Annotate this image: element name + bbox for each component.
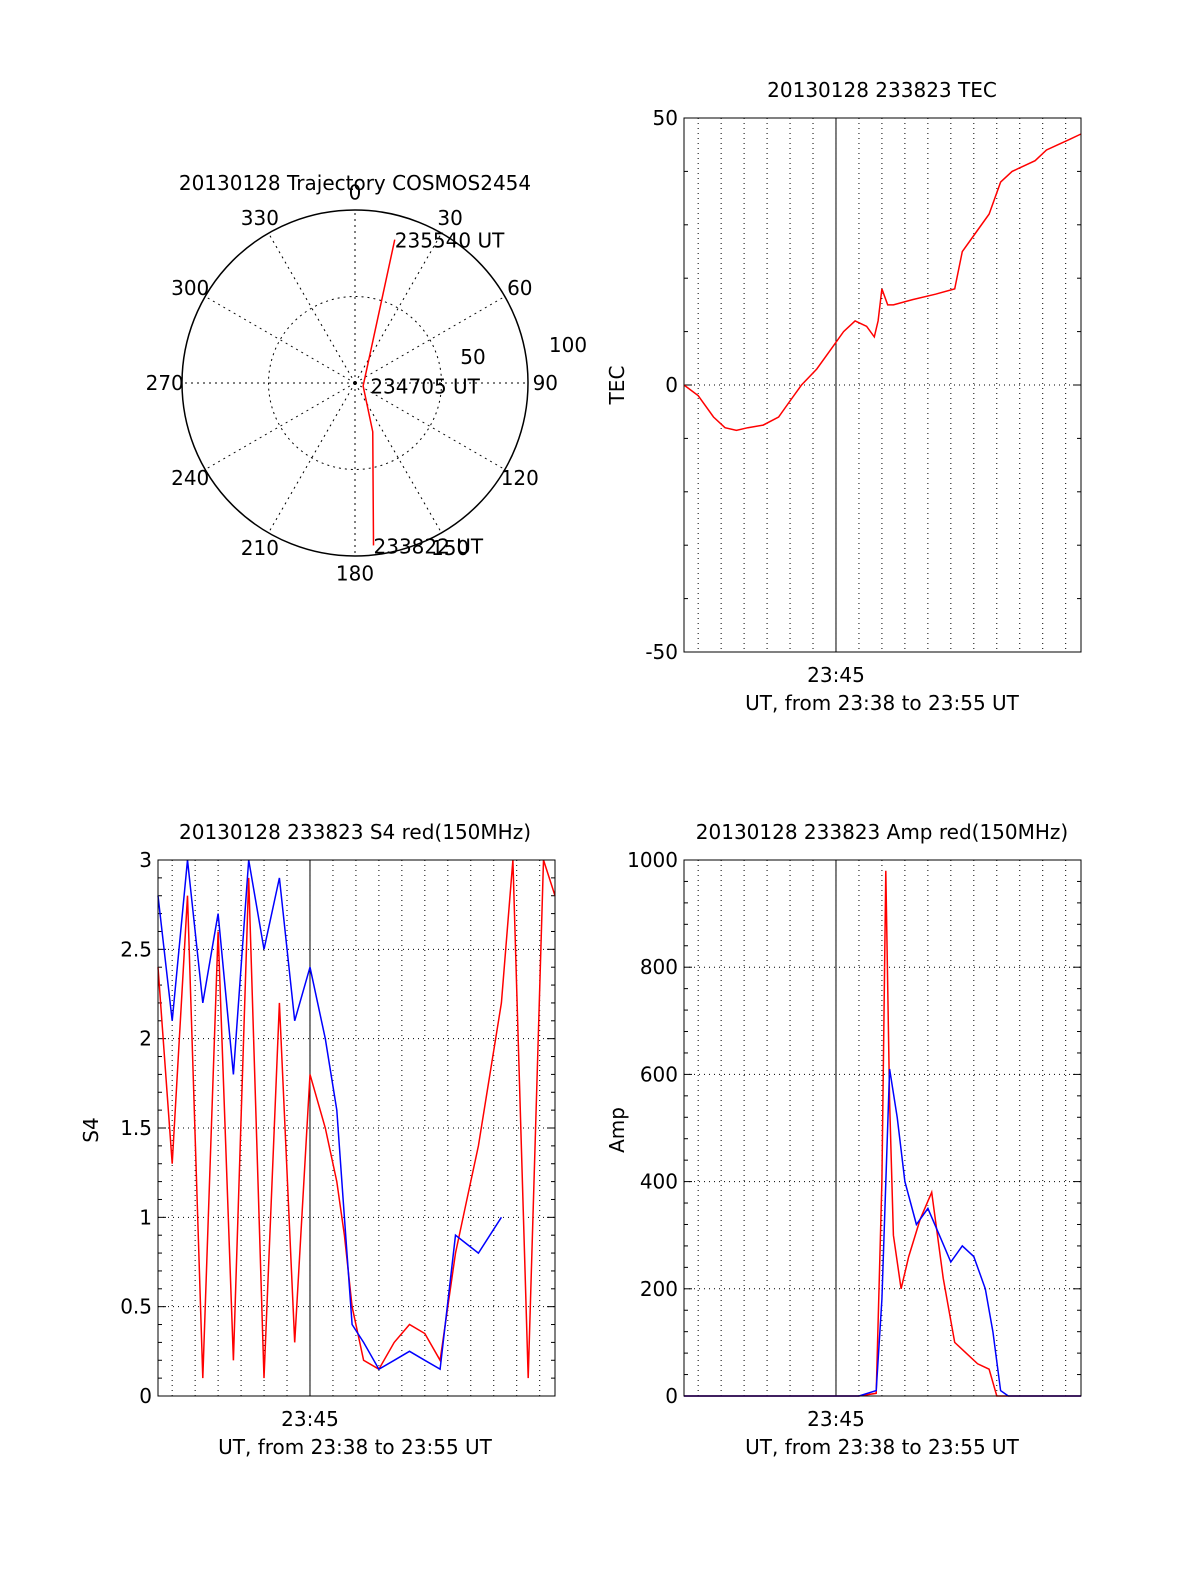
amp-series	[684, 870, 1081, 1397]
y-tick-label: 0.5	[120, 1295, 152, 1319]
x-tick-label: 23:45	[807, 663, 865, 687]
s4-grid	[158, 859, 555, 1397]
y-tick-label: 800	[640, 955, 678, 979]
amp-frame	[683, 859, 1082, 1397]
y-tick-label: 3	[139, 848, 152, 872]
trajectory-title: 20130128 Trajectory COSMOS2454	[179, 171, 531, 195]
azimuth-label: 240	[171, 466, 209, 490]
s4-ylabel: S4	[79, 1117, 103, 1142]
s4-title: 20130128 233823 S4 red(150MHz)	[179, 820, 531, 844]
tec-grid	[684, 117, 1081, 653]
s4-frame	[157, 859, 556, 1397]
y-tick-label: -50	[645, 640, 678, 664]
s4-panel: 20130128 233823 S4 red(150MHz) 0 0.5 1 1.5 2…	[79, 820, 556, 1459]
amp-ylabel: Amp	[605, 1107, 629, 1153]
series-line-0	[683, 133, 1082, 432]
azimuth-label: 30	[437, 206, 462, 230]
tec-tick-labels: -50 0 50 23:45	[645, 106, 864, 687]
x-tick-label: 23:45	[281, 1407, 339, 1431]
trajectory-time-label: 235540 UT	[395, 229, 505, 253]
azimuth-label: 180	[336, 561, 374, 585]
y-tick-label: 200	[640, 1277, 678, 1301]
trajectory-annotations: 235540 UT 234705 UT 233822 UT	[370, 229, 505, 559]
polar-spoke	[268, 382, 356, 534]
amp-xlabel: UT, from 23:38 to 23:55 UT	[745, 1435, 1020, 1459]
polar-spoke	[354, 296, 506, 384]
polar-spoke	[204, 382, 356, 470]
trajectory-time-label: 233822 UT	[374, 534, 484, 558]
y-tick-label: 400	[640, 1170, 678, 1194]
s4-tick-labels: 0 0.5 1 1.5 2 2.5 3 23:45	[120, 848, 339, 1431]
series-line-0	[157, 859, 556, 1379]
series-line-1	[684, 1068, 1081, 1397]
y-tick-label: 0	[665, 1384, 678, 1408]
s4-xlabel: UT, from 23:38 to 23:55 UT	[218, 1435, 493, 1459]
polar-spoke	[354, 232, 442, 384]
y-tick-label: 1	[139, 1205, 152, 1229]
y-tick-label: 1.5	[120, 1116, 152, 1140]
polar-inner-ring	[268, 296, 442, 470]
azimuth-label: 120	[501, 466, 539, 490]
amp-panel: 20130128 233823 Amp red(150MHz) 0 200 400 6…	[605, 820, 1082, 1459]
azimuth-label: 210	[241, 536, 279, 560]
x-tick-label: 23:45	[807, 1407, 865, 1431]
polar-outer-ring	[181, 209, 529, 557]
tec-series	[683, 133, 1082, 432]
tec-ylabel: TEC	[605, 366, 629, 406]
y-tick-label: 2	[139, 1027, 152, 1051]
amp-title: 20130128 233823 Amp red(150MHz)	[696, 820, 1068, 844]
s4-series	[157, 859, 556, 1379]
azimuth-label: 330	[241, 206, 279, 230]
polar-spoke	[268, 232, 356, 384]
trajectory-time-label: 234705 UT	[370, 375, 480, 399]
azimuth-label: 150	[431, 536, 469, 560]
series-line-0	[684, 870, 1081, 1397]
radius-label: 50	[460, 345, 485, 369]
tec-xlabel: UT, from 23:38 to 23:55 UT	[745, 691, 1020, 715]
polar-spoke	[354, 382, 506, 470]
series-line-1	[157, 859, 503, 1371]
polar-labels: 0 30 60 90 120 150 180 210 240 270 300 330 50 100	[146, 181, 587, 586]
azimuth-label: 60	[507, 276, 532, 300]
tec-frame	[683, 117, 1082, 653]
trajectory-panel: 20130128 Trajectory COSMOS2454 0 30 60 90 12…	[146, 171, 587, 585]
amp-tick-labels: 0 200 400 600 800 1000 23:45	[627, 848, 865, 1431]
y-tick-label: 600	[640, 1062, 678, 1086]
azimuth-label: 90	[533, 371, 558, 395]
y-tick-label: 1000	[627, 848, 678, 872]
tec-title: 20130128 233823 TEC	[767, 78, 997, 102]
radius-label: 100	[549, 333, 587, 357]
y-tick-label: 0	[665, 373, 678, 397]
y-tick-label: 50	[653, 106, 678, 130]
polar-spoke	[354, 382, 442, 534]
tec-panel: 20130128 233823 TEC -50 0 50 23:45 UT, from…	[605, 78, 1082, 715]
polar-grid	[181, 209, 529, 557]
azimuth-label: 270	[146, 371, 184, 395]
polar-spoke	[204, 296, 356, 384]
azimuth-label: 300	[171, 276, 209, 300]
y-tick-label: 2.5	[120, 937, 152, 961]
trajectory-track	[362, 239, 396, 546]
azimuth-label: 0	[349, 181, 362, 205]
y-tick-label: 0	[139, 1384, 152, 1408]
